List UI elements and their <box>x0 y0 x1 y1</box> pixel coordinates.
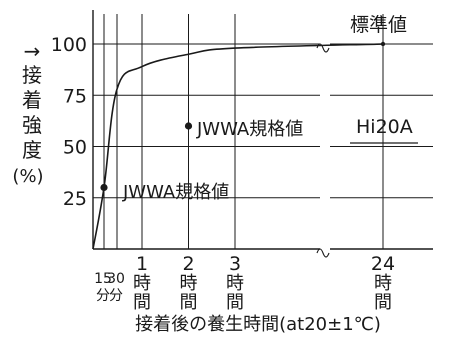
x-tick-unit: 時 <box>226 273 244 294</box>
x-tick-unit: 時 <box>374 273 392 294</box>
y-tick-label: 75 <box>63 85 87 107</box>
x-tick-unit: 分 <box>109 288 123 304</box>
x-tick-unit: 間 <box>133 292 151 313</box>
x-tick-label: 15 <box>94 271 112 287</box>
annotations: 標準値 JWWA規格値 JWWA規格値 Hi20A <box>122 14 418 203</box>
data-points <box>100 41 386 192</box>
x-tick-label: 24 <box>371 253 395 275</box>
axes <box>92 10 433 258</box>
y-axis-title-char: 着 <box>22 88 42 112</box>
x-tick-unit: 間 <box>374 292 392 313</box>
y-tick-label: 25 <box>63 188 87 210</box>
jwwa-label-high: JWWA規格値 <box>196 119 303 140</box>
x-axis-title: 接着後の養生時間(at20±1℃) <box>135 314 381 335</box>
x-tick-label: 30 <box>107 271 125 287</box>
x-tick-unit: 分 <box>96 288 110 304</box>
x-tick-label: 3 <box>229 253 241 275</box>
standard-value-point <box>380 41 386 47</box>
y-tick-label: 50 <box>63 137 87 159</box>
y-tick-labels: 100 75 50 25 <box>51 34 87 210</box>
axis-break-mark <box>316 248 330 258</box>
product-name-label: Hi20A <box>356 116 413 138</box>
y-axis-title-char: 度 <box>22 138 42 162</box>
x-tick-label: 1 <box>136 253 148 275</box>
x-tick-unit: 時 <box>180 273 198 294</box>
standard-value-label: 標準値 <box>350 14 407 36</box>
y-axis-title-char: 接 <box>22 63 42 87</box>
grid-lines <box>93 14 433 249</box>
x-tick-unit: 間 <box>226 292 244 313</box>
x-tick-unit: 間 <box>180 292 198 313</box>
jwwa-label-low: JWWA規格値 <box>122 182 229 203</box>
y-axis-unit: (%) <box>12 166 43 187</box>
jwwa-point <box>100 183 108 192</box>
x-tick-unit: 時 <box>133 273 151 294</box>
y-tick-label: 100 <box>51 34 87 56</box>
y-axis-title-char: 強 <box>22 113 42 137</box>
x-tick-label: 2 <box>182 253 194 275</box>
y-axis-arrow: → <box>24 39 41 63</box>
jwwa-point <box>184 122 193 130</box>
y-axis-title: → 接 着 強 度 (%) <box>12 39 43 187</box>
